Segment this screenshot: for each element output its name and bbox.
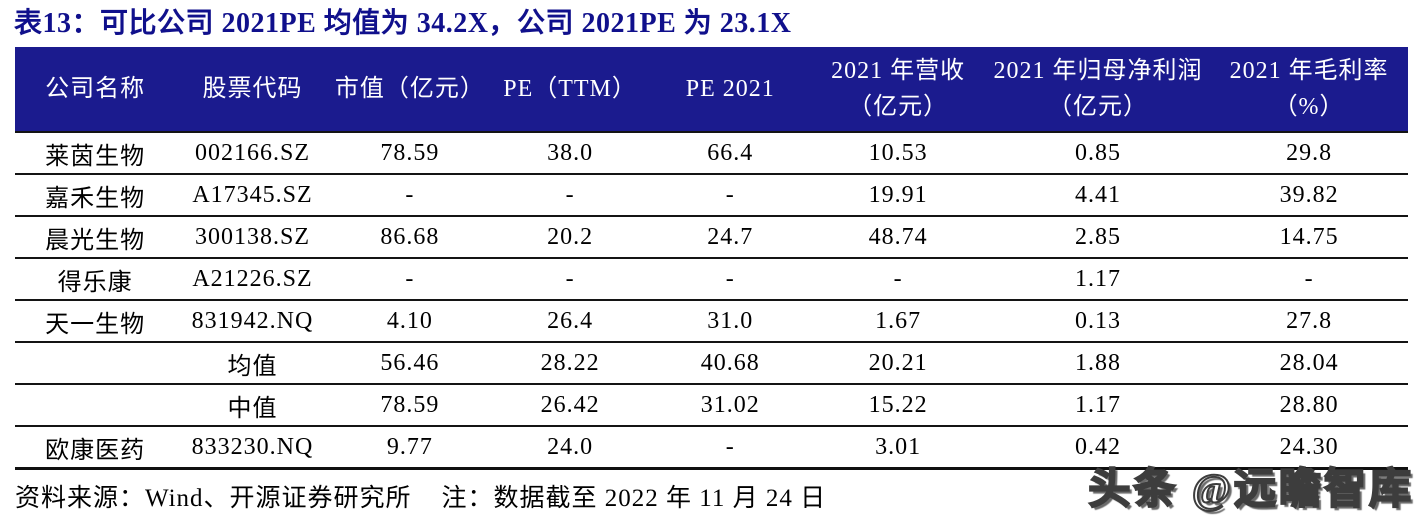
header-line: PE（TTM）: [503, 76, 637, 102]
table-cell: 27.8: [1210, 300, 1408, 343]
table-cell: 78.59: [329, 384, 490, 427]
table-cell: 24.7: [650, 216, 811, 259]
table-cell: 2.85: [985, 216, 1211, 259]
header-line: 公司名称: [45, 76, 146, 102]
table-cell: 20.2: [489, 216, 651, 259]
table-cell: 48.74: [810, 216, 986, 259]
table-cell: 831942.NQ: [175, 300, 330, 343]
table-cell: 4.10: [329, 300, 490, 343]
table-cell: -: [650, 258, 811, 301]
table-cell: -: [329, 258, 490, 301]
table-cell: 31.02: [650, 384, 811, 427]
table-cell: 86.68: [329, 216, 490, 259]
table-cell: 31.0: [650, 300, 811, 343]
table-cell: 28.80: [1210, 384, 1408, 427]
table-cell: 1.17: [985, 258, 1211, 301]
table-header-row: 公司名称 股票代码 市值（亿元） PE（TTM） PE 2021: [15, 47, 1408, 133]
table-cell: 28.04: [1210, 342, 1408, 385]
table-cell: 300138.SZ: [175, 216, 330, 259]
table-cell: [15, 342, 176, 385]
table-cell: 28.22: [489, 342, 651, 385]
data-table: 公司名称 股票代码 市值（亿元） PE（TTM） PE 2021: [15, 47, 1408, 470]
table-cell: 1.67: [810, 300, 986, 343]
table-row: 莱茵生物 002166.SZ 78.59 38.0 66.4 10.53 0.8…: [15, 132, 1408, 175]
table-cell: 10.53: [810, 132, 986, 175]
table-cell: 29.8: [1210, 132, 1408, 175]
table-cell: 24.30: [1210, 426, 1408, 470]
table-cell: 天一生物: [15, 300, 176, 343]
column-header-stock-code: 股票代码: [175, 47, 330, 133]
table-row: 天一生物 831942.NQ 4.10 26.4 31.0 1.67 0.13 …: [15, 300, 1408, 343]
table-cell: 得乐康: [15, 258, 176, 301]
table-cell: 0.42: [985, 426, 1211, 470]
table-cell: 1.88: [985, 342, 1211, 385]
column-header-gross-margin-2021: 2021 年毛利率 （%）: [1210, 47, 1408, 133]
table-cell: 14.75: [1210, 216, 1408, 259]
header-line: 2021 年营收: [831, 58, 966, 84]
header-line: （%）: [1273, 94, 1345, 120]
header-line: （亿元）: [1048, 94, 1148, 120]
table-cell: 26.4: [489, 300, 651, 343]
table-cell: 中值: [175, 384, 330, 427]
table-cell: 晨光生物: [15, 216, 176, 259]
source-label: 资料来源：Wind、开源证券研究所: [15, 485, 412, 512]
column-header-pe-ttm: PE（TTM）: [489, 47, 651, 133]
column-header-market-cap: 市值（亿元）: [329, 47, 490, 133]
watermark-yuanzhan-zhiku: 头条 @远瞻智库: [1087, 466, 1414, 514]
table-cell: 19.91: [810, 174, 986, 217]
table-cell: -: [1210, 258, 1408, 301]
table-cell: -: [810, 258, 986, 301]
table-cell: 66.4: [650, 132, 811, 175]
comparable-companies-table: 公司名称 股票代码 市值（亿元） PE（TTM） PE 2021: [15, 47, 1408, 470]
table-cell: 9.77: [329, 426, 490, 470]
table-row: 晨光生物 300138.SZ 86.68 20.2 24.7 48.74 2.8…: [15, 216, 1408, 259]
data-cutoff-note: 注：数据截至 2022 年 11 月 24 日: [441, 485, 827, 512]
table-cell: 1.17: [985, 384, 1211, 427]
table-cell: 4.41: [985, 174, 1211, 217]
table-cell: 39.82: [1210, 174, 1408, 217]
header-line: 市值（亿元）: [334, 76, 485, 102]
table-cell: A17345.SZ: [175, 174, 330, 217]
table-cell: 15.22: [810, 384, 986, 427]
table-cell: 嘉禾生物: [15, 174, 176, 217]
table-cell: 莱茵生物: [15, 132, 176, 175]
header-line: 2021 年毛利率: [1229, 58, 1389, 84]
table-cell: -: [650, 426, 811, 470]
header-line: （亿元）: [848, 94, 949, 120]
table-cell: 78.59: [329, 132, 490, 175]
table-cell: 38.0: [489, 132, 651, 175]
table-cell: 均值: [175, 342, 330, 385]
table-cell: 0.13: [985, 300, 1211, 343]
table-cell: 833230.NQ: [175, 426, 330, 470]
table-cell: A21226.SZ: [175, 258, 330, 301]
table-cell: 24.0: [489, 426, 651, 470]
table-cell: 3.01: [810, 426, 986, 470]
table-cell: [15, 384, 176, 427]
table-cell: 002166.SZ: [175, 132, 330, 175]
table-cell: 20.21: [810, 342, 986, 385]
header-line: 股票代码: [202, 76, 303, 102]
table-cell: 欧康医药: [15, 426, 176, 470]
table-row: 得乐康 A21226.SZ - - - - 1.17 -: [15, 258, 1408, 301]
table-cell: -: [489, 258, 651, 301]
header-line: 2021 年归母净利润: [993, 58, 1203, 84]
table-cell: -: [329, 174, 490, 217]
table-row-average: 均值 56.46 28.22 40.68 20.21 1.88 28.04: [15, 342, 1408, 385]
column-header-company-name: 公司名称: [15, 47, 176, 133]
header-line: PE 2021: [685, 76, 775, 102]
source-note: 资料来源：Wind、开源证券研究所 注：数据截至 2022 年 11 月 24 日: [15, 478, 826, 514]
page-title: 表13：可比公司 2021PE 均值为 34.2X，公司 2021PE 为 23…: [14, 8, 792, 39]
table-row: 嘉禾生物 A17345.SZ - - - 19.91 4.41 39.82: [15, 174, 1408, 217]
table-cell: 26.42: [489, 384, 651, 427]
table-cell: -: [650, 174, 811, 217]
table-cell: 56.46: [329, 342, 490, 385]
table-cell: 0.85: [985, 132, 1211, 175]
table-cell: 40.68: [650, 342, 811, 385]
table-row-median: 中值 78.59 26.42 31.02 15.22 1.17 28.80: [15, 384, 1408, 427]
table-row: 欧康医药 833230.NQ 9.77 24.0 - 3.01 0.42 24.…: [15, 426, 1408, 470]
table-cell: -: [489, 174, 651, 217]
column-header-net-profit-2021: 2021 年归母净利润 （亿元）: [985, 47, 1211, 133]
column-header-revenue-2021: 2021 年营收 （亿元）: [810, 47, 986, 133]
column-header-pe-2021: PE 2021: [650, 47, 811, 133]
